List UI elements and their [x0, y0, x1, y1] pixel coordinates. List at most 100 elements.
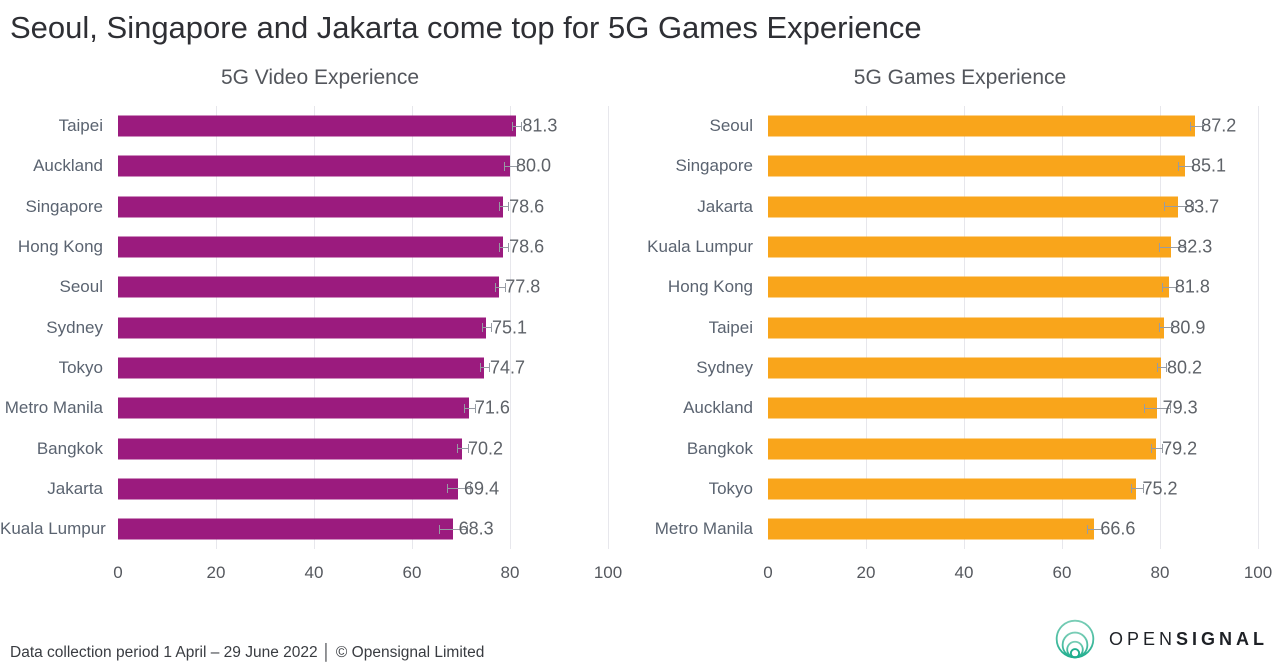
category-label: Jakarta — [697, 196, 753, 216]
error-bar — [1150, 444, 1164, 454]
row-plot: 70.2 — [118, 428, 608, 468]
bar-row: Jakarta 83.7 — [640, 187, 1280, 227]
error-bar — [503, 161, 519, 171]
value-label: 75.2 — [1142, 478, 1178, 499]
value-label: 74.7 — [490, 357, 526, 378]
error-bar — [447, 484, 471, 494]
value-label: 70.2 — [467, 438, 504, 459]
category-label: Tokyo — [708, 478, 753, 498]
chart-title: 5G Video Experience — [220, 66, 420, 89]
value-label: 79.3 — [1162, 397, 1198, 418]
bar — [768, 276, 1169, 298]
x-axis-tick-label: 80 — [1150, 563, 1170, 583]
gridline — [510, 106, 511, 550]
bar-row: Bangkok 70.2 — [0, 428, 640, 468]
value-label: 81.3 — [522, 115, 558, 136]
error-bar — [512, 121, 523, 131]
row-plot: 69.4 — [118, 469, 608, 509]
bar — [118, 196, 504, 218]
x-axis-tick-label: 100 — [1243, 563, 1273, 583]
category-label: Kuala Lumpur — [0, 519, 106, 539]
row-plot: 79.2 — [768, 428, 1258, 468]
logo-wordmark: OPENSIGNAL — [1109, 629, 1268, 650]
category-label: Bangkok — [36, 438, 103, 458]
chart-5g-video-experience: 5G Video Experience Taipei 81.3 Auckland 80… — [0, 66, 640, 585]
value-label: 80.9 — [1170, 317, 1206, 338]
x-axis-tick-label: 0 — [113, 563, 123, 583]
category-label: Taipei — [708, 317, 753, 337]
row-plot: 82.3 — [768, 227, 1258, 267]
error-bar — [479, 363, 491, 373]
category-label: Kuala Lumpur — [647, 237, 753, 257]
error-bar — [499, 202, 510, 212]
bar-row: Tokyo 74.7 — [0, 348, 640, 388]
logo-word-signal: SIGNAL — [1175, 628, 1268, 649]
category-label: Hong Kong — [17, 237, 103, 257]
bar-row: Bangkok 79.2 — [640, 428, 1280, 468]
error-bar — [1189, 121, 1203, 131]
opensignal-concentric-circles-icon — [1055, 619, 1095, 659]
category-label: Jakarta — [47, 478, 103, 498]
bar-row: Kuala Lumpur 68.3 — [0, 509, 640, 549]
bar-row: Jakarta 69.4 — [0, 469, 640, 509]
category-label: Auckland — [683, 398, 753, 418]
bar-row: Metro Manila 71.6 — [0, 388, 640, 428]
category-label: Sydney — [46, 317, 103, 337]
value-label: 83.7 — [1184, 196, 1220, 217]
row-plot: 74.7 — [118, 348, 608, 388]
row-plot: 81.8 — [768, 267, 1258, 307]
row-plot: 85.1 — [768, 146, 1258, 186]
bar — [768, 317, 1165, 339]
page-title: Seoul, Singapore and Jakarta come top fo… — [10, 10, 922, 45]
bar-row: Kuala Lumpur 82.3 — [640, 227, 1280, 267]
category-label: Seoul — [59, 277, 103, 297]
x-axis: 0 20 40 60 80 100 — [113, 555, 622, 585]
value-label: 77.8 — [505, 276, 541, 297]
footer-attribution: Data collection period 1 April – 29 June… — [10, 644, 485, 661]
row-plot: 78.6 — [118, 187, 608, 227]
bar — [118, 397, 469, 419]
row-plot: 80.2 — [768, 348, 1258, 388]
bar — [118, 276, 500, 298]
bar-row: Hong Kong 81.8 — [640, 267, 1280, 307]
bar — [768, 438, 1157, 460]
bar-row: Seoul 87.2 — [640, 106, 1280, 146]
category-label: Seoul — [709, 116, 753, 136]
error-bar — [1130, 484, 1145, 494]
bar — [118, 438, 462, 460]
charts-container: 5G Video Experience Taipei 81.3 Auckland 80… — [0, 66, 1280, 585]
bar-row: Singapore 78.6 — [0, 187, 640, 227]
category-label: Metro Manila — [654, 519, 753, 539]
error-bar — [457, 444, 469, 454]
x-axis-tick-label: 60 — [402, 563, 422, 583]
error-bar — [1162, 282, 1178, 292]
row-plot: 68.3 — [118, 509, 608, 549]
x-axis-tick-label: 80 — [500, 563, 520, 583]
logo-word-open: OPEN — [1108, 628, 1176, 649]
bar — [118, 357, 485, 379]
bar-row: Auckland 79.3 — [640, 388, 1280, 428]
value-label: 75.1 — [491, 317, 528, 338]
chart-5g-games-experience: 5G Games Experience Seoul 87.2 Singapore 85… — [640, 66, 1280, 585]
value-label: 80.0 — [516, 155, 552, 176]
row-plot: 75.1 — [118, 307, 608, 347]
error-bar — [1178, 161, 1194, 171]
bar — [768, 478, 1137, 500]
value-label: 82.3 — [1177, 236, 1213, 257]
x-axis-tick-label: 20 — [206, 563, 226, 583]
bar — [768, 397, 1157, 419]
error-bar — [1144, 403, 1171, 413]
bar-row: Hong Kong 78.6 — [0, 227, 640, 267]
bar — [118, 155, 510, 177]
value-label: 78.6 — [509, 196, 545, 217]
row-plot: 66.6 — [768, 509, 1258, 549]
row-plot: 77.8 — [118, 267, 608, 307]
error-bar — [438, 524, 469, 534]
chart-title: 5G Games Experience — [853, 66, 1067, 89]
bar — [768, 236, 1172, 258]
opensignal-logo: OPENSIGNAL — [1053, 616, 1268, 662]
bar — [768, 518, 1095, 540]
error-bar — [1164, 202, 1194, 212]
bar-row: Auckland 80.0 — [0, 146, 640, 186]
